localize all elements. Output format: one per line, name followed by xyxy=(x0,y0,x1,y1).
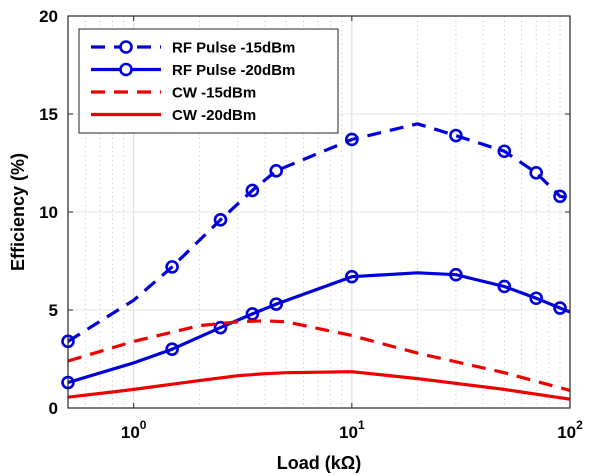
legend-label: CW -15dBm xyxy=(172,85,256,102)
data-point xyxy=(269,297,283,311)
x-tick-label: 101 xyxy=(339,418,365,442)
series-line xyxy=(67,370,571,401)
legend-marker xyxy=(119,40,133,54)
data-point xyxy=(449,267,463,282)
series-3 xyxy=(67,319,571,392)
data-point xyxy=(345,269,359,284)
data-point xyxy=(497,144,512,159)
legend: RF Pulse -15dBm RF Pulse -20dBm CW -15dBm C… xyxy=(78,28,339,134)
data-point xyxy=(245,183,260,198)
data-point xyxy=(553,189,567,204)
y-tick-label: 15 xyxy=(39,105,58,124)
legend-label: RF Pulse -15dBm xyxy=(172,40,295,57)
data-point xyxy=(345,132,359,147)
series-line xyxy=(67,122,571,343)
data-point xyxy=(245,307,260,321)
y-axis-label: Efficiency (%) xyxy=(8,153,28,271)
data-point xyxy=(165,342,179,357)
legend-label: RF Pulse -20dBm xyxy=(172,62,295,79)
ticks: 0 5 10 15 20 100 101 102 xyxy=(39,7,583,442)
series-4 xyxy=(67,370,571,401)
data-point xyxy=(213,320,228,335)
data-point xyxy=(553,301,567,315)
series-line xyxy=(67,319,571,392)
y-tick-label: 20 xyxy=(39,7,58,26)
y-tick-label: 5 xyxy=(49,301,58,320)
data-point xyxy=(213,213,228,227)
data-point xyxy=(497,279,512,294)
legend-label: CW -20dBm xyxy=(172,107,256,124)
y-tick-label: 10 xyxy=(39,203,58,222)
legend-marker xyxy=(119,62,133,77)
series-2 xyxy=(61,267,571,390)
series-layer xyxy=(61,122,571,401)
series-line xyxy=(67,271,571,385)
x-tick-label: 102 xyxy=(557,418,583,442)
data-point xyxy=(269,164,283,178)
data-point xyxy=(529,291,544,306)
y-tick-label: 0 xyxy=(49,399,58,418)
x-axis-label: Load (kΩ) xyxy=(277,453,361,473)
series-1 xyxy=(61,122,571,349)
data-point xyxy=(529,166,544,180)
data-point xyxy=(165,260,179,274)
data-point xyxy=(449,128,463,143)
x-tick-label: 100 xyxy=(121,418,147,442)
